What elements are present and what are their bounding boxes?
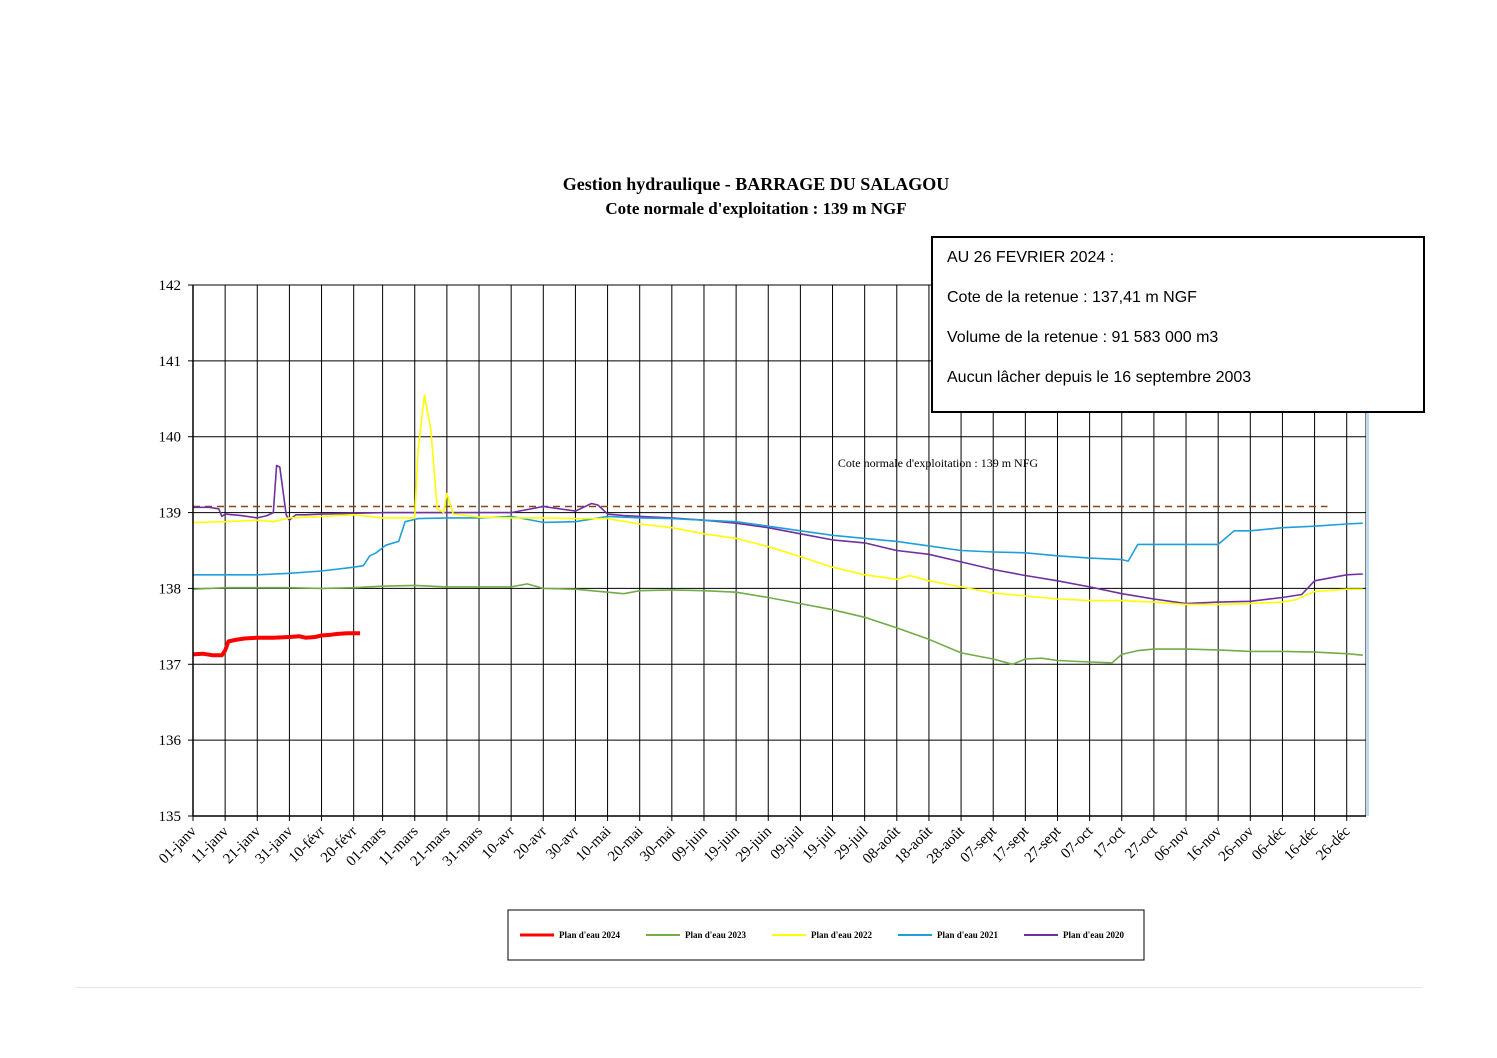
y-axis-ticks: 135 136 137 138 139 140 141 142 bbox=[159, 278, 193, 825]
legend: Plan d'eau 2024 Plan d'eau 2023 Plan d'eau… bbox=[507, 909, 1145, 961]
footer-divider bbox=[75, 987, 1422, 988]
plot-right-edge bbox=[1366, 285, 1369, 816]
y-tick-label-6: 141 bbox=[159, 354, 182, 370]
legend-label-0: Plan d'eau 2024 bbox=[559, 930, 621, 940]
x-tick-label-3: 31-janv bbox=[253, 823, 297, 867]
y-tick-label-1: 136 bbox=[159, 733, 182, 749]
legend-label-2: Plan d'eau 2022 bbox=[811, 930, 873, 940]
y-tick-label-2: 137 bbox=[159, 657, 182, 673]
info-box: AU 26 FEVRIER 2024 : Cote de la retenue … bbox=[931, 236, 1425, 413]
info-release: Aucun lâcher depuis le 16 septembre 2003 bbox=[947, 369, 1252, 386]
x-tick-label-36: 26-déc bbox=[1313, 823, 1353, 863]
series-line-4 bbox=[193, 464, 1363, 605]
info-level: Cote de la retenue : 137,41 m NGF bbox=[947, 289, 1197, 306]
series-line-2 bbox=[192, 394, 1363, 606]
x-tick-label-31: 06-nov bbox=[1151, 823, 1193, 865]
x-tick-label-20: 19-juil bbox=[800, 824, 840, 864]
x-tick-label-35: 16-déc bbox=[1281, 823, 1321, 863]
x-tick-label-19: 09-juil bbox=[768, 824, 808, 864]
info-date: AU 26 FEVRIER 2024 : bbox=[947, 249, 1115, 266]
info-volume: Volume de la retenue : 91 583 000 m3 bbox=[947, 329, 1219, 346]
y-tick-label-7: 142 bbox=[159, 278, 182, 294]
series-line-0 bbox=[192, 631, 361, 658]
series-line-1 bbox=[192, 583, 1363, 666]
x-tick-label-18: 29-juin bbox=[733, 823, 775, 865]
x-tick-label-11: 20-avr bbox=[511, 824, 550, 863]
chart-subtitle: Cote normale d'exploitation : 139 m NGF bbox=[605, 199, 906, 218]
y-tick-label-4: 139 bbox=[159, 506, 182, 522]
y-tick-label-0: 135 bbox=[159, 809, 182, 825]
x-tick-label-28: 07-oct bbox=[1058, 823, 1097, 862]
x-tick-label-32: 16-nov bbox=[1184, 823, 1226, 865]
reference-line-label: Cote normale d'exploitation : 139 m NFG bbox=[838, 456, 1038, 470]
x-tick-label-33: 26-nov bbox=[1216, 823, 1258, 865]
chart-title: Gestion hydraulique - BARRAGE DU SALAGOU bbox=[563, 174, 950, 194]
series-line-3 bbox=[193, 515, 1363, 576]
x-tick-label-13: 10-mai bbox=[573, 824, 614, 865]
x-axis-ticks: 01-janv11-janv21-janv31-janv10-févr20-fé… bbox=[156, 816, 1354, 870]
legend-label-3: Plan d'eau 2021 bbox=[937, 930, 999, 940]
legend-label-1: Plan d'eau 2023 bbox=[685, 930, 747, 940]
x-tick-label-10: 10-avr bbox=[479, 824, 518, 863]
x-tick-label-29: 17-oct bbox=[1090, 823, 1129, 862]
legend-label-4: Plan d'eau 2020 bbox=[1063, 930, 1125, 940]
x-tick-label-34: 06-déc bbox=[1249, 823, 1289, 863]
x-tick-label-24: 28-août bbox=[924, 823, 968, 867]
y-tick-label-3: 138 bbox=[159, 581, 182, 597]
x-tick-label-27: 27-sept bbox=[1022, 823, 1065, 866]
axes bbox=[192, 285, 1366, 817]
series-layer bbox=[192, 394, 1363, 666]
y-tick-label-5: 140 bbox=[159, 430, 182, 446]
x-tick-label-14: 20-mai bbox=[605, 824, 646, 865]
